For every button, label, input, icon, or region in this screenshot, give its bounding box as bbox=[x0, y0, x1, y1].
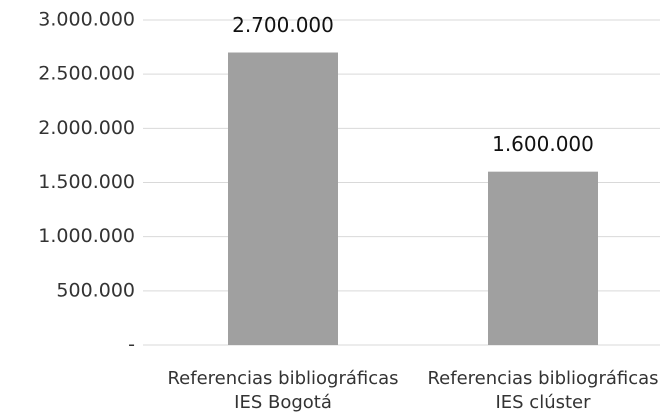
x-tick-label: Referencias bibliográficas IES Bogotá bbox=[167, 368, 399, 413]
y-tick-label: 2.500.000 bbox=[38, 63, 135, 85]
y-tick-label: - bbox=[128, 334, 135, 356]
y-tick-label: 1.000.000 bbox=[38, 225, 135, 247]
y-tick-label: 500.000 bbox=[56, 279, 135, 301]
value-label: 2.700.000 bbox=[232, 13, 334, 37]
y-tick-label: 1.500.000 bbox=[38, 171, 135, 193]
bar bbox=[488, 171, 598, 345]
value-label: 1.600.000 bbox=[492, 132, 594, 156]
bar bbox=[228, 52, 338, 345]
y-tick-label: 2.000.000 bbox=[38, 117, 135, 139]
x-tick-label: Referencias bibliográficas IES clúster bbox=[427, 368, 659, 413]
y-tick-label: 3.000.000 bbox=[38, 9, 135, 31]
